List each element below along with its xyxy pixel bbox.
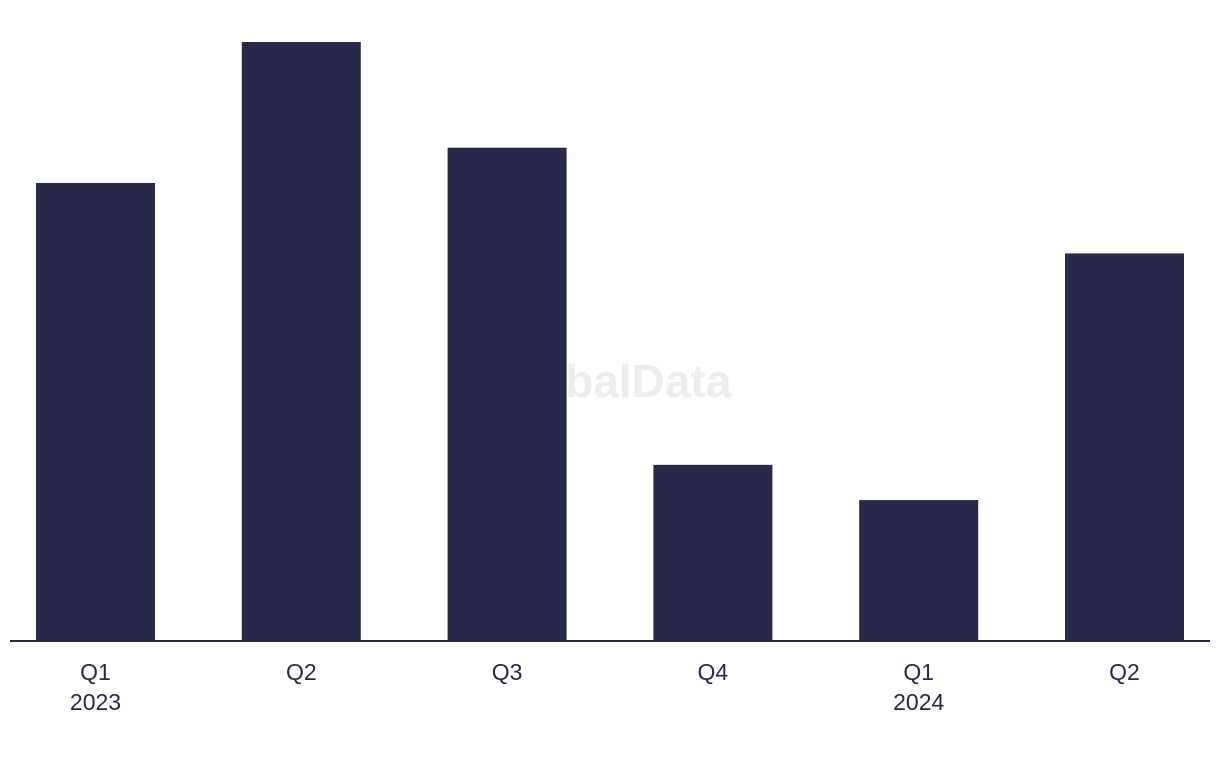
x-tick-label: Q2: [286, 659, 317, 685]
watermark: GlobalData: [489, 355, 732, 407]
bar: [241, 42, 361, 641]
x-tick-label: Q1: [903, 659, 934, 685]
x-tick-label: Q2: [1109, 659, 1140, 685]
x-tick-label: 2024: [893, 689, 944, 715]
bar: [447, 147, 567, 642]
bar: [859, 500, 979, 641]
x-tick-label: Q4: [698, 659, 729, 685]
x-tick-label: Q1: [80, 659, 111, 685]
bar: [1065, 253, 1184, 642]
bar: [36, 182, 155, 642]
x-tick-label: Q3: [492, 659, 523, 685]
bar: [653, 464, 773, 641]
x-tick-label: 2023: [70, 689, 121, 715]
